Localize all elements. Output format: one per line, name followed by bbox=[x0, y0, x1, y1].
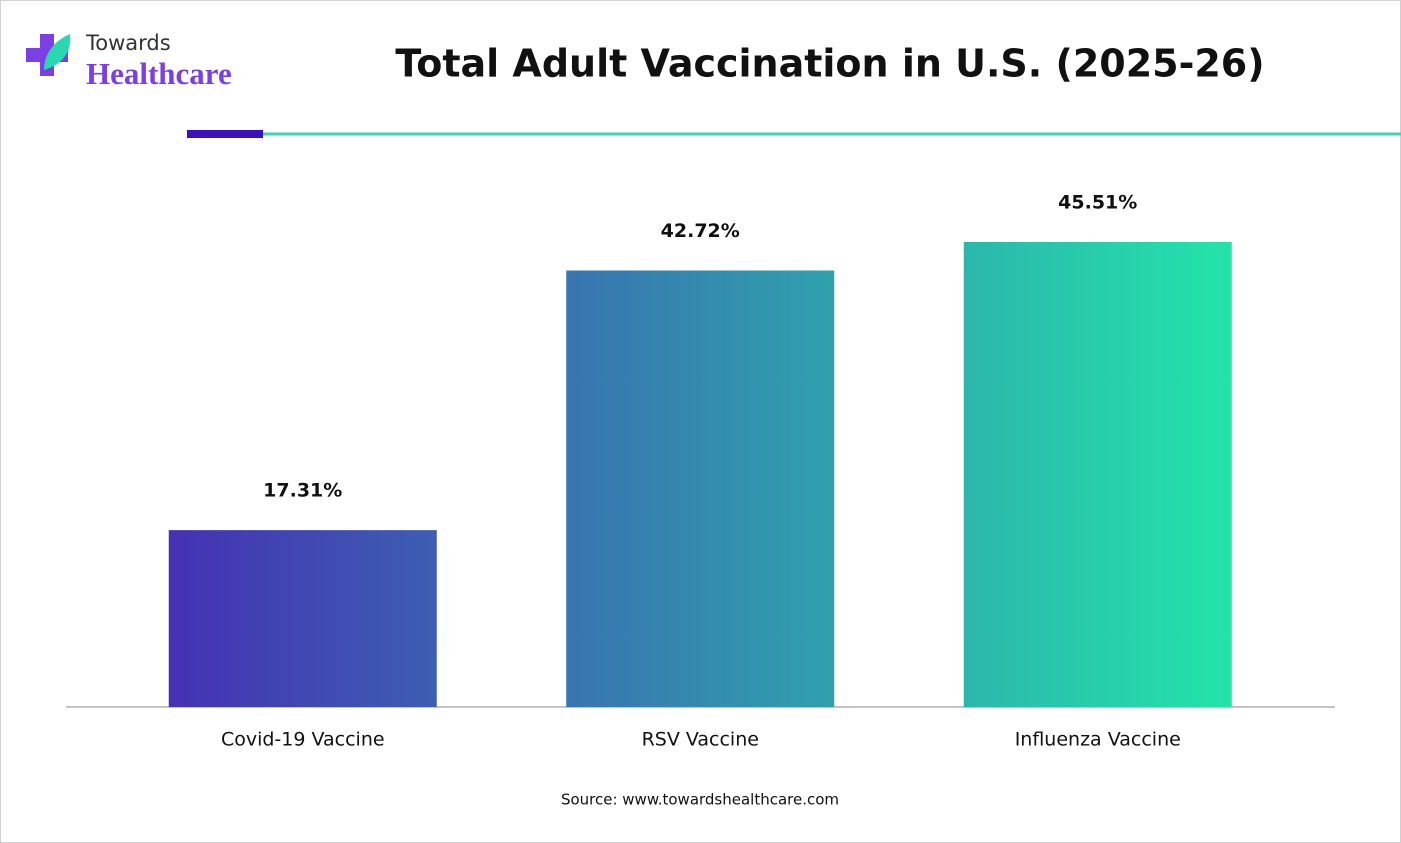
chart-title: Total Adult Vaccination in U.S. (2025-26… bbox=[395, 42, 1264, 86]
value-label: 42.72% bbox=[661, 220, 740, 242]
x-tick-label: Influenza Vaccine bbox=[1015, 729, 1181, 751]
logo-leaf bbox=[44, 34, 71, 70]
value-label: 17.31% bbox=[263, 480, 342, 502]
x-tick-label: Covid-19 Vaccine bbox=[221, 729, 385, 751]
bar bbox=[963, 242, 1232, 707]
logo-text: Towards bbox=[85, 31, 171, 55]
source: Source: www.towardshealthcare.com bbox=[561, 791, 839, 809]
x-tick-label: RSV Vaccine bbox=[642, 729, 759, 751]
value-label: 45.51% bbox=[1058, 192, 1137, 214]
logo-cross bbox=[26, 34, 68, 76]
bar bbox=[168, 530, 437, 707]
logo: Towards Healthcare bbox=[26, 31, 232, 91]
logo-text: Healthcare bbox=[86, 56, 232, 91]
bar bbox=[566, 270, 835, 707]
